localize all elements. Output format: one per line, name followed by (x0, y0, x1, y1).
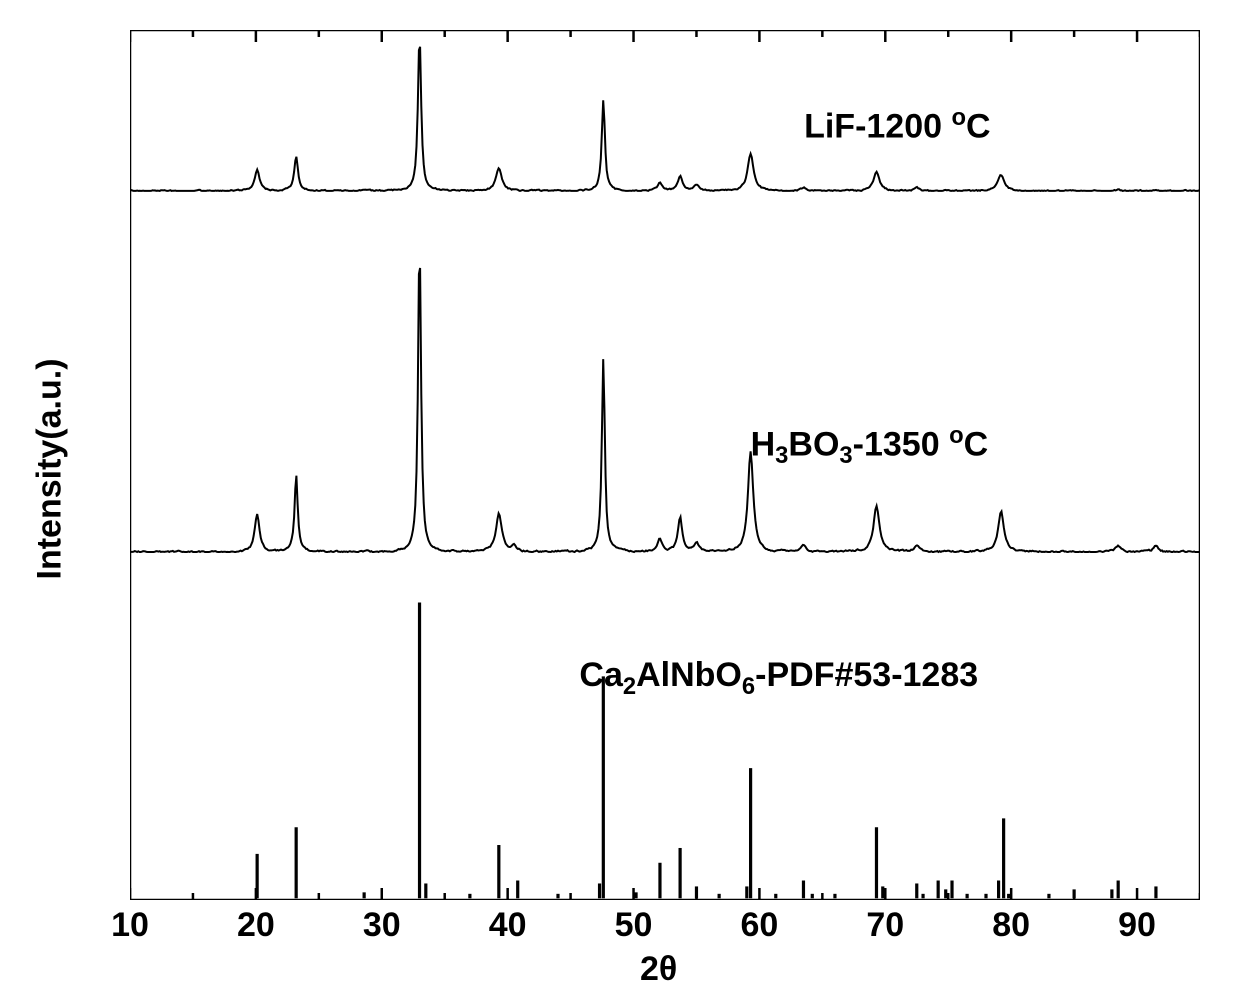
x-tick-label: 60 (740, 906, 778, 945)
x-tick-label: 80 (992, 906, 1030, 945)
x-tick-label: 30 (363, 906, 401, 945)
series-label-middle: H3BO3-1350 oC (751, 422, 989, 470)
series-label-reference: Ca2AlNbO6-PDF#53-1283 (579, 656, 978, 701)
series-label-top: LiF-1200 oC (804, 104, 991, 146)
plot-svg (130, 30, 1200, 900)
x-tick-label: 20 (237, 906, 275, 945)
y-axis-label: Intensity(a.u.) (31, 380, 70, 580)
x-tick-label: 90 (1118, 906, 1156, 945)
x-tick-label: 70 (866, 906, 904, 945)
x-axis-label: 2θ (640, 950, 677, 989)
xrd-figure: Intensity(a.u.) 10 20 30 40 50 60 70 80 90 LiF-1… (0, 0, 1240, 998)
x-tick-label: 40 (489, 906, 527, 945)
x-tick-label: 10 (111, 906, 149, 945)
x-tick-label: 50 (615, 906, 653, 945)
